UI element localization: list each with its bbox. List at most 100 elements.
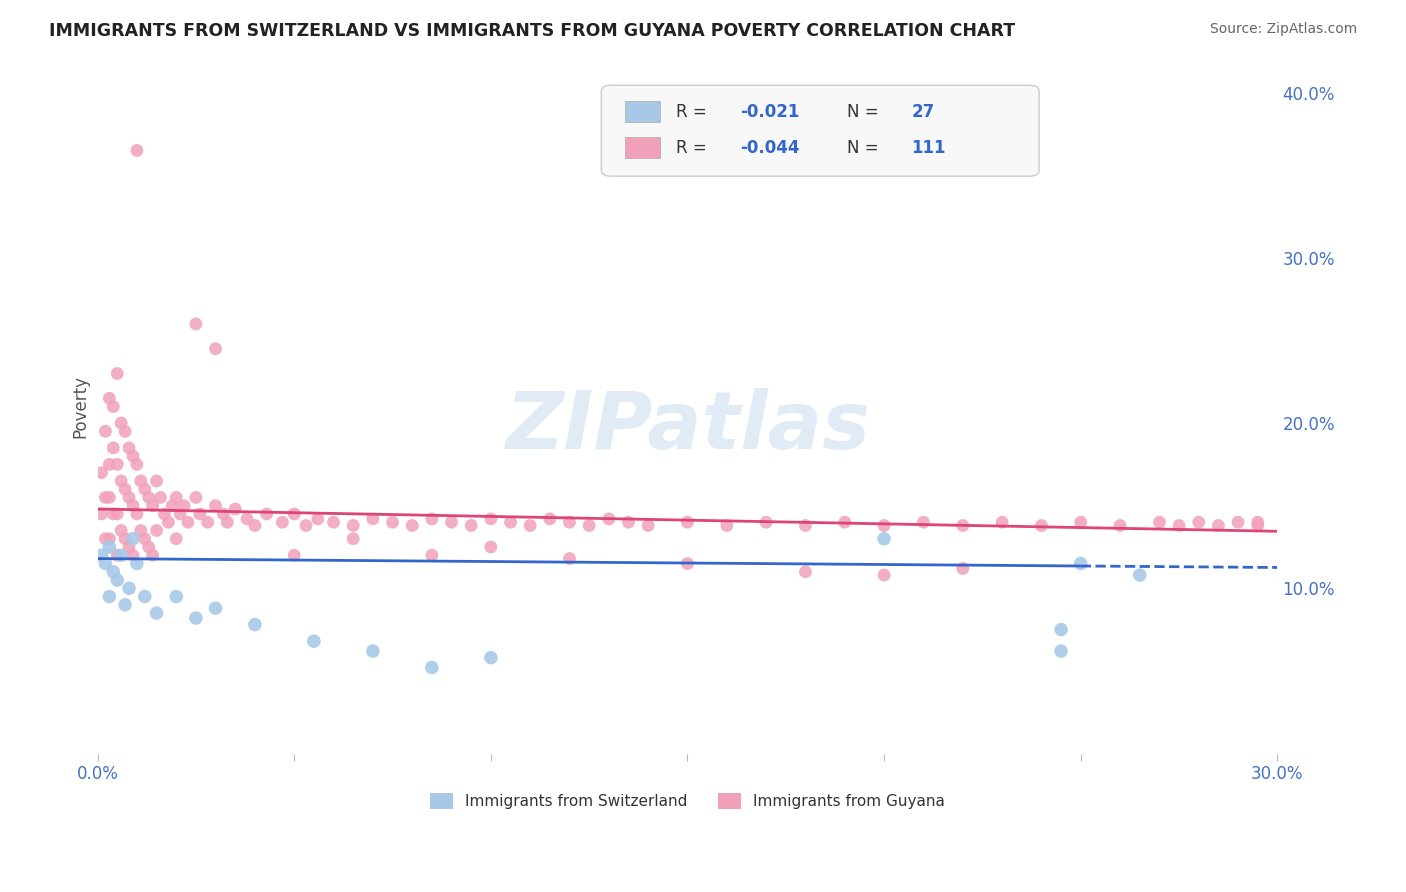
Point — [1070, 515, 1092, 529]
Point — [138, 491, 160, 505]
Point — [134, 482, 156, 496]
Text: N =: N = — [846, 103, 883, 120]
Point — [204, 342, 226, 356]
Point — [420, 512, 443, 526]
Point — [125, 144, 148, 158]
Point — [1129, 568, 1152, 582]
Point — [1031, 518, 1053, 533]
Point — [98, 392, 121, 406]
Point — [204, 499, 226, 513]
Point — [578, 518, 600, 533]
Point — [169, 507, 191, 521]
Point — [110, 548, 132, 562]
Point — [873, 568, 896, 582]
Point — [145, 474, 167, 488]
Text: 27: 27 — [911, 103, 935, 120]
Point — [184, 317, 207, 331]
Point — [342, 518, 364, 533]
Point — [105, 507, 128, 521]
FancyBboxPatch shape — [624, 137, 661, 158]
Point — [103, 400, 125, 414]
Point — [125, 458, 148, 472]
Point — [153, 507, 176, 521]
Point — [499, 515, 522, 529]
Text: -0.021: -0.021 — [741, 103, 800, 120]
Point — [157, 515, 180, 529]
Point — [90, 466, 112, 480]
Point — [165, 590, 187, 604]
Point — [114, 482, 136, 496]
Point — [94, 557, 117, 571]
Point — [1050, 644, 1073, 658]
Point — [1070, 557, 1092, 571]
Point — [479, 512, 502, 526]
Text: -0.044: -0.044 — [741, 139, 800, 157]
Point — [420, 548, 443, 562]
Point — [952, 518, 974, 533]
Point — [401, 518, 423, 533]
Point — [142, 548, 165, 562]
FancyBboxPatch shape — [624, 101, 661, 122]
Point — [538, 512, 561, 526]
Point — [991, 515, 1014, 529]
Point — [177, 515, 200, 529]
Point — [114, 532, 136, 546]
Point — [1050, 623, 1073, 637]
Point — [755, 515, 778, 529]
Point — [197, 515, 219, 529]
Point — [145, 524, 167, 538]
Point — [103, 441, 125, 455]
Point — [794, 518, 817, 533]
Point — [236, 512, 259, 526]
Point — [105, 458, 128, 472]
Point — [342, 532, 364, 546]
Text: ZIPatlas: ZIPatlas — [505, 388, 870, 467]
Point — [460, 518, 482, 533]
Point — [94, 491, 117, 505]
Point — [283, 507, 305, 521]
Text: 111: 111 — [911, 139, 946, 157]
Point — [165, 491, 187, 505]
Point — [110, 416, 132, 430]
Point — [420, 660, 443, 674]
Point — [110, 474, 132, 488]
Point — [122, 499, 145, 513]
Point — [118, 540, 141, 554]
Point — [217, 515, 239, 529]
Point — [873, 532, 896, 546]
Point — [90, 507, 112, 521]
Point — [184, 611, 207, 625]
Point — [676, 515, 699, 529]
Point — [1247, 518, 1270, 533]
Point — [696, 135, 718, 149]
Point — [307, 512, 329, 526]
Point — [1208, 518, 1230, 533]
Point — [1247, 515, 1270, 529]
Point — [162, 499, 184, 513]
Point — [361, 644, 384, 658]
Point — [716, 518, 738, 533]
Point — [1168, 518, 1191, 533]
Point — [212, 507, 235, 521]
Point — [110, 524, 132, 538]
Point — [125, 507, 148, 521]
Point — [479, 650, 502, 665]
Point — [243, 518, 266, 533]
FancyBboxPatch shape — [602, 86, 1039, 177]
Point — [637, 518, 659, 533]
Point — [873, 518, 896, 533]
Point — [558, 551, 581, 566]
Point — [129, 524, 152, 538]
Point — [114, 598, 136, 612]
Point — [98, 458, 121, 472]
Text: R =: R = — [676, 103, 711, 120]
Point — [165, 532, 187, 546]
Point — [952, 561, 974, 575]
Point — [302, 634, 325, 648]
Text: IMMIGRANTS FROM SWITZERLAND VS IMMIGRANTS FROM GUYANA POVERTY CORRELATION CHART: IMMIGRANTS FROM SWITZERLAND VS IMMIGRANT… — [49, 22, 1015, 40]
Point — [283, 548, 305, 562]
Point — [98, 540, 121, 554]
Point — [519, 518, 541, 533]
Text: R =: R = — [676, 139, 711, 157]
Point — [381, 515, 404, 529]
